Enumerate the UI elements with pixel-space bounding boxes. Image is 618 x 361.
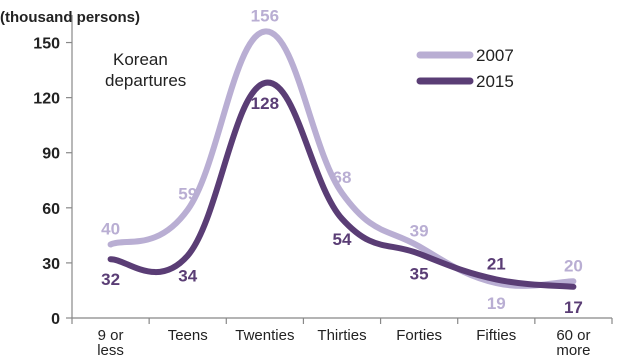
chart-annotation-line-1: Korean — [113, 50, 168, 69]
data-label-2015: 17 — [564, 298, 583, 317]
data-label-2007: 68 — [333, 168, 352, 187]
series-line-2015 — [107, 79, 577, 290]
data-label-2007: 40 — [101, 220, 120, 239]
data-label-2007: 59 — [178, 185, 197, 204]
data-label-2015: 35 — [410, 265, 429, 284]
y-tick-label: 150 — [33, 36, 60, 53]
data-labels: 40 59 156 68 39 19 20 32 34 128 54 35 21 17 — [101, 7, 583, 317]
x-tick-label: 60 or more — [556, 327, 590, 359]
data-label-2015: 54 — [333, 230, 352, 249]
data-label-2015: 34 — [178, 267, 197, 286]
y-tick-label: 30 — [42, 256, 60, 273]
x-tick-label: Twenties — [235, 327, 294, 344]
data-label-2015: 32 — [101, 270, 120, 289]
data-label-2007: 39 — [410, 221, 429, 240]
legend: 2007 2015 — [416, 46, 514, 91]
x-tick-label: Teens — [168, 327, 208, 344]
data-label-2015: 128 — [251, 94, 279, 113]
data-label-2007: 20 — [564, 256, 583, 275]
x-tick-label: 9 or less — [97, 327, 124, 359]
y-tick-label: 90 — [42, 146, 60, 163]
x-tick-label: Thirties — [317, 327, 366, 344]
data-label-2015: 21 — [487, 254, 506, 273]
y-tick-label: 60 — [42, 201, 60, 218]
legend-label-2007: 2007 — [476, 46, 514, 65]
legend-label-2015: 2015 — [476, 72, 514, 91]
x-tick-label: Fifties — [476, 327, 516, 344]
data-label-2007: 156 — [251, 7, 279, 26]
y-tick-label: 0 — [51, 311, 60, 328]
data-label-2007: 19 — [487, 294, 506, 313]
unit-label: (thousand persons) — [0, 9, 140, 26]
y-tick-label: 120 — [33, 91, 60, 108]
chart-annotation-line-2: departures — [105, 71, 186, 90]
series-lines — [107, 28, 577, 290]
axes: 0 30 60 90 120 150 9 or less Teens Twenties Thirti… — [33, 15, 613, 359]
x-tick-label: Forties — [396, 327, 442, 344]
